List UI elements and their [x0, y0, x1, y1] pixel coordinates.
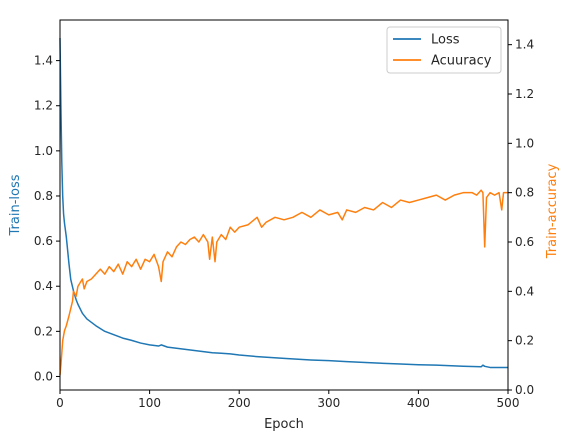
y-left-tick-label: 0.4 — [34, 279, 53, 293]
x-tick-label: 500 — [497, 396, 520, 410]
y-right-tick-label: 0.8 — [515, 186, 534, 200]
y-right-tick-label: 0.4 — [515, 284, 534, 298]
y-right-tick-label: 1.2 — [515, 87, 534, 101]
x-tick-label: 400 — [407, 396, 430, 410]
x-tick-label: 300 — [317, 396, 340, 410]
legend-label-loss: Loss — [431, 33, 460, 48]
plot-frame — [59, 19, 509, 391]
y-left-tick-label: 0.8 — [34, 189, 53, 203]
legend-label-accuracy: Acuuracy — [431, 54, 492, 69]
x-tick-label: 100 — [138, 396, 161, 410]
axes: 0 100 200 300 400 5000.00.20.40.60.81.01.21.4… — [8, 19, 560, 432]
plot-area — [59, 38, 508, 376]
y-left-tick-label: 0.2 — [34, 324, 53, 338]
y-right-tick-label: 1.0 — [515, 136, 534, 150]
series-line-accuracy — [59, 189, 508, 376]
y-right-tick-label: 1.4 — [515, 38, 534, 52]
y-right-tick-label: 0.2 — [515, 334, 534, 348]
y-right-tick-label: 0.0 — [515, 383, 534, 397]
y-left-axis-label: Train-loss — [8, 174, 23, 236]
legend: Loss Acuuracy — [386, 26, 502, 74]
series-line-loss — [59, 38, 508, 369]
y-right-tick-label: 0.6 — [515, 235, 534, 249]
y-left-tick-label: 0.6 — [34, 234, 53, 248]
x-axis-label: Epoch — [264, 417, 304, 432]
y-left-tick-label: 0.0 — [34, 369, 53, 383]
x-tick-label: 0 — [56, 396, 64, 410]
y-left-tick-label: 1.2 — [34, 99, 53, 113]
y-left-tick-label: 1.0 — [34, 144, 53, 158]
y-left-tick-label: 1.4 — [34, 54, 53, 68]
x-tick-label: 200 — [228, 396, 251, 410]
y-right-axis-label: Train-accuracy — [545, 163, 560, 259]
